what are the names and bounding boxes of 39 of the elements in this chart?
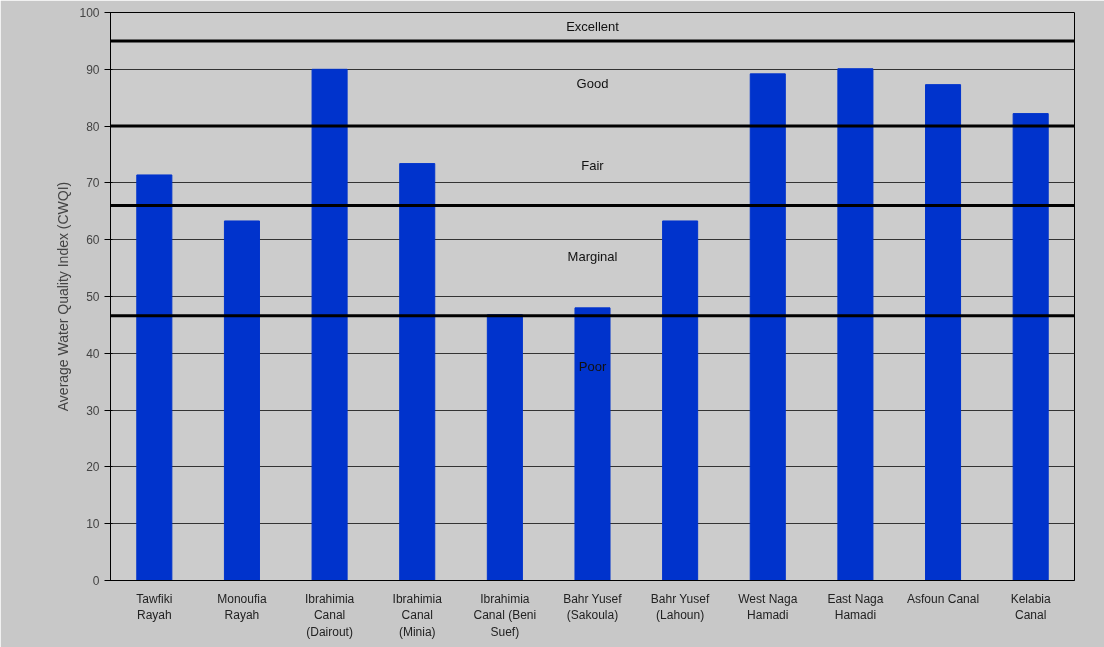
bar bbox=[136, 174, 173, 581]
x-tick-label: Ibrahimia Canal (Minia) bbox=[392, 591, 443, 640]
x-tick-label: Tawfiki Rayah bbox=[136, 591, 173, 623]
x-tick-label: Ibrahimia Canal (Beni Suef) bbox=[473, 591, 537, 640]
x-tick-label: East Naga Hamadi bbox=[827, 591, 884, 623]
x-tick-label: Monoufia Rayah bbox=[217, 591, 267, 623]
y-tick-label: 40 bbox=[86, 346, 100, 361]
y-tick-label: 100 bbox=[79, 6, 100, 20]
y-axis-title: Average Water Quality Index (CWQI) bbox=[55, 181, 72, 412]
annotation: Good bbox=[576, 76, 609, 91]
annotation: Poor bbox=[578, 359, 607, 375]
x-tick-label: Bahr Yusef (Lahoun) bbox=[650, 591, 710, 623]
y-tick-label: 90 bbox=[86, 62, 100, 77]
y-tick-label: 70 bbox=[86, 176, 100, 191]
y-tick-label: 60 bbox=[86, 233, 100, 248]
bar bbox=[749, 73, 786, 581]
y-tick-label: 30 bbox=[86, 403, 100, 418]
x-tick-label: Bahr Yusef (Sakoula) bbox=[563, 591, 623, 623]
bar bbox=[574, 307, 611, 581]
bar bbox=[399, 163, 436, 581]
annotation: Fair bbox=[581, 158, 605, 174]
y-tick-label: 20 bbox=[86, 460, 100, 475]
y-tick-label: 80 bbox=[86, 119, 100, 134]
annotation: Marginal bbox=[567, 249, 618, 265]
y-tick-label: 50 bbox=[86, 290, 100, 304]
x-tick-label: Kelabia Canal bbox=[1010, 591, 1052, 623]
bar bbox=[662, 220, 699, 581]
bar bbox=[223, 220, 260, 581]
x-tick-label: Ibrahimia Canal (Dairout) bbox=[304, 591, 355, 640]
bar bbox=[486, 314, 523, 581]
bar bbox=[1012, 113, 1049, 581]
y-tick-label: 0 bbox=[92, 574, 100, 588]
x-tick-label: West Naga Hamadi bbox=[738, 591, 798, 623]
y-tick-label: 10 bbox=[86, 517, 100, 532]
bar bbox=[311, 68, 348, 581]
annotation: Excellent bbox=[566, 19, 620, 35]
bar bbox=[837, 68, 874, 581]
bar bbox=[925, 84, 962, 581]
x-tick-label: Asfoun Canal bbox=[907, 591, 980, 606]
